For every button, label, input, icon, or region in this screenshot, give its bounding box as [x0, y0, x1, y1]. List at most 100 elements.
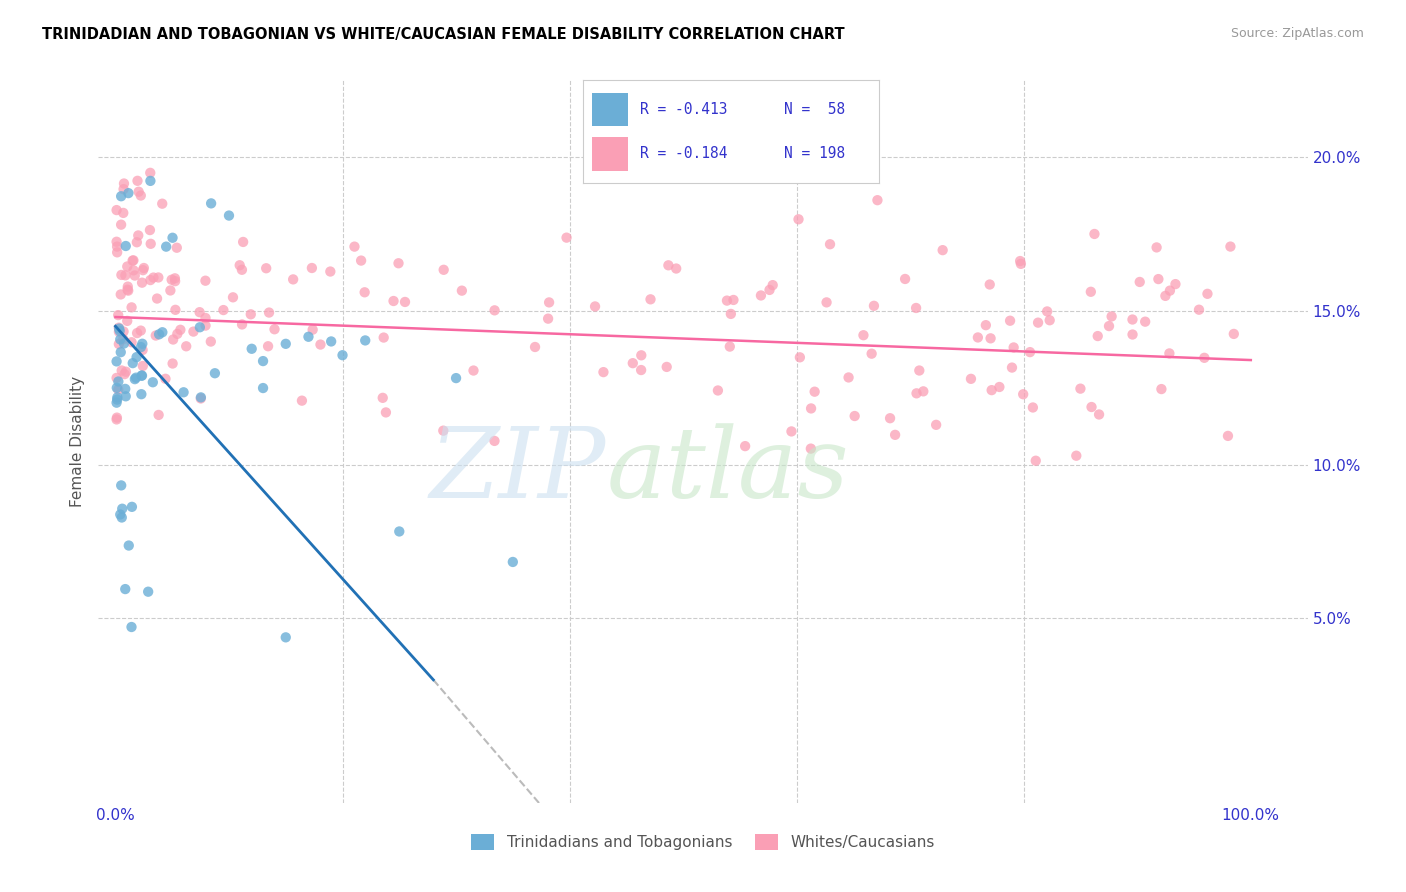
Point: [114, 382, 136, 396]
Point: [131, 276, 153, 290]
Text: R = -0.184: R = -0.184: [640, 145, 727, 161]
Point: [818, 237, 841, 252]
Point: [150, 325, 173, 339]
Point: [1101, 310, 1123, 324]
Point: [162, 357, 184, 371]
Point: [1080, 285, 1102, 299]
Point: [297, 330, 319, 344]
Point: [524, 340, 547, 354]
Point: [583, 300, 606, 314]
Point: [165, 274, 187, 288]
Point: [136, 584, 159, 599]
Point: [132, 359, 155, 373]
Point: [980, 383, 1002, 397]
Point: [142, 270, 165, 285]
Point: [105, 392, 128, 407]
Point: [1147, 272, 1170, 286]
Point: [388, 524, 411, 539]
Point: [1146, 240, 1168, 254]
Point: [190, 392, 212, 406]
Point: [200, 196, 222, 211]
Point: [240, 342, 263, 356]
Point: [127, 228, 149, 243]
Point: [1012, 387, 1035, 401]
Point: [1026, 316, 1049, 330]
Text: N = 198: N = 198: [785, 145, 845, 161]
Point: [484, 434, 506, 448]
Point: [1188, 302, 1211, 317]
Point: [114, 367, 136, 381]
Point: [139, 223, 162, 237]
Point: [117, 284, 139, 298]
Point: [1069, 382, 1091, 396]
Point: [343, 239, 366, 253]
Point: [979, 277, 1001, 292]
Point: [905, 386, 928, 401]
Point: [124, 372, 146, 386]
Point: [716, 293, 738, 308]
Point: [162, 333, 184, 347]
Point: [838, 370, 860, 384]
Point: [354, 334, 377, 348]
Point: [131, 387, 153, 401]
Point: [749, 288, 772, 302]
Point: [257, 339, 280, 353]
Point: [110, 478, 132, 492]
Point: [105, 410, 128, 425]
Point: [844, 409, 866, 423]
Point: [387, 256, 409, 270]
Point: [1159, 284, 1181, 298]
Point: [232, 235, 254, 249]
Point: [274, 336, 297, 351]
Point: [114, 268, 136, 283]
Point: [117, 279, 139, 293]
Point: [131, 343, 153, 357]
Point: [502, 555, 524, 569]
Legend: Trinidadians and Tobagonians, Whites/Caucasians: Trinidadians and Tobagonians, Whites/Cau…: [465, 829, 941, 856]
Point: [121, 253, 143, 268]
Point: [110, 333, 132, 347]
Point: [121, 620, 143, 634]
Point: [780, 425, 803, 439]
Point: [122, 253, 145, 268]
Point: [163, 271, 186, 285]
Point: [720, 307, 742, 321]
Point: [145, 328, 167, 343]
Point: [117, 283, 139, 297]
Point: [107, 308, 129, 322]
Point: [150, 196, 173, 211]
Point: [908, 363, 931, 377]
Point: [463, 363, 485, 377]
Point: [1010, 254, 1032, 268]
Bar: [592, 93, 627, 127]
Point: [121, 301, 143, 315]
Point: [538, 295, 561, 310]
Point: [139, 174, 162, 188]
Text: TRINIDADIAN AND TOBAGONIAN VS WHITE/CAUCASIAN FEMALE DISABILITY CORRELATION CHAR: TRINIDADIAN AND TOBAGONIAN VS WHITE/CAUC…: [42, 27, 845, 42]
Point: [1002, 341, 1025, 355]
Point: [800, 401, 823, 416]
Point: [166, 326, 188, 341]
Point: [111, 363, 134, 377]
Point: [555, 230, 578, 244]
Point: [165, 302, 187, 317]
Point: [374, 405, 396, 419]
Point: [129, 340, 152, 354]
Point: [592, 365, 614, 379]
Point: [309, 337, 332, 351]
Point: [105, 235, 128, 249]
Point: [350, 253, 373, 268]
Point: [112, 325, 135, 339]
Point: [173, 385, 195, 400]
Point: [665, 261, 688, 276]
Point: [121, 500, 143, 514]
Point: [190, 390, 212, 404]
Point: [110, 287, 132, 301]
Point: [263, 322, 285, 336]
Point: [382, 293, 405, 308]
Point: [1159, 346, 1181, 360]
Point: [1087, 329, 1109, 343]
Point: [931, 243, 953, 257]
Point: [433, 262, 456, 277]
Text: ZIP: ZIP: [430, 423, 606, 518]
